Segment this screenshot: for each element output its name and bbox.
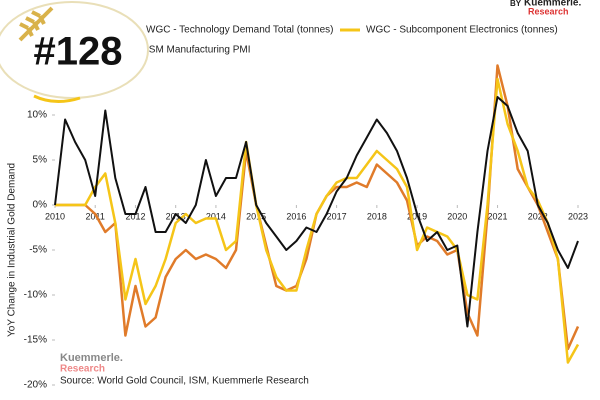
x-tick-label: 2012 bbox=[125, 211, 145, 221]
watermark-sub: Research bbox=[60, 364, 105, 375]
x-tick-label: 2021 bbox=[488, 211, 508, 221]
x-tick-label: 2015 bbox=[246, 211, 266, 221]
badge-number: #128 bbox=[34, 30, 123, 74]
x-tick-label: 2018 bbox=[367, 211, 387, 221]
source: Source: World Gold Council, ISM, Kuemmer… bbox=[60, 376, 309, 387]
badge-swoosh bbox=[33, 94, 81, 103]
brand-sub: Research bbox=[528, 6, 569, 16]
legend-label: ISM Manufacturing PMI bbox=[146, 45, 250, 56]
x-tick-label: 2010 bbox=[45, 211, 65, 221]
legend-label: WGC - Subcomponent Electronics (tonnes) bbox=[366, 25, 558, 36]
wheat-icon bbox=[18, 6, 54, 42]
y-tick-label: -15% bbox=[24, 335, 47, 346]
y-tick-label: 0% bbox=[33, 200, 48, 211]
x-tick-label: 2017 bbox=[327, 211, 347, 221]
brand-name: Kuemmerle. bbox=[524, 0, 581, 9]
x-tick-label: 2013 bbox=[166, 211, 186, 221]
watermark-name: Kuemmerle. bbox=[60, 352, 123, 364]
x-tick-label: 2020 bbox=[447, 211, 467, 221]
badge: #128 bbox=[0, 1, 149, 103]
plot-area: -20%-15%-10%-5%0%5%10%2010 2011 2012 2013 20… bbox=[24, 64, 588, 391]
x-tick-label: 2016 bbox=[286, 211, 306, 221]
x-tick-label: 2022 bbox=[528, 211, 548, 221]
series-line bbox=[55, 77, 580, 364]
x-tick-label: 2023 bbox=[568, 211, 588, 221]
y-tick-label: 10% bbox=[27, 110, 47, 121]
y-tick-label: -5% bbox=[29, 245, 47, 256]
byline: BY bbox=[510, 0, 522, 8]
y-axis-label: YoY Change in Industrial Gold Demand bbox=[7, 163, 18, 337]
legend-label: WGC - Technology Demand Total (tonnes) bbox=[146, 25, 334, 36]
y-tick-label: -20% bbox=[24, 380, 47, 391]
x-tick-label: 2014 bbox=[206, 211, 226, 221]
y-tick-label: -10% bbox=[24, 290, 47, 301]
y-tick-label: 5% bbox=[33, 155, 48, 166]
series-line bbox=[54, 96, 579, 328]
